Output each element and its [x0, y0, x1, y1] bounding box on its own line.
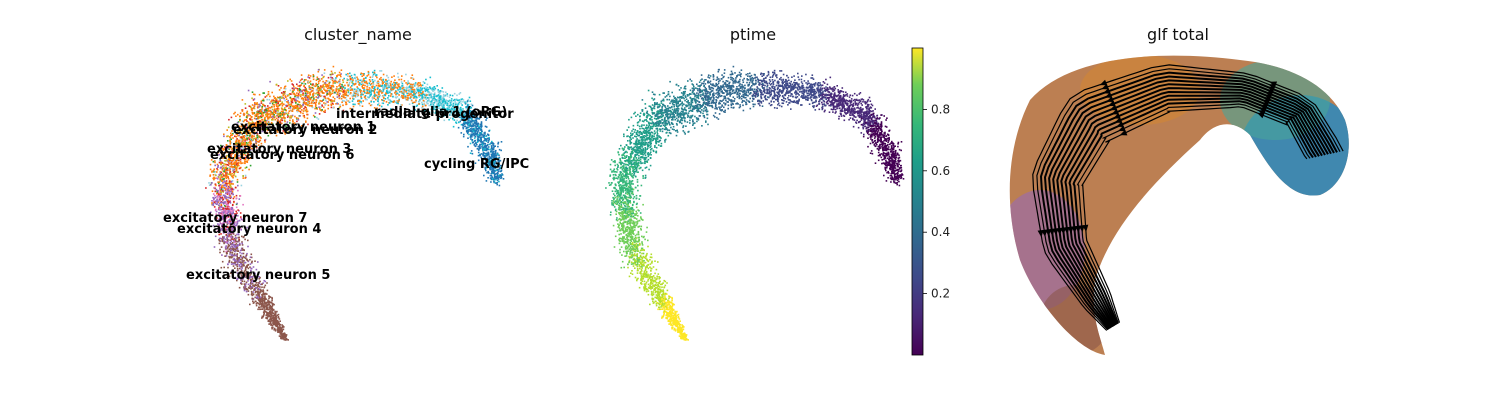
streamline: [1052, 83, 1329, 328]
cluster-label-excitatory-neuron-7: excitatory neuron 7: [163, 211, 307, 226]
streamline-arrow: [1063, 226, 1070, 235]
cluster-points: [205, 65, 505, 341]
cluster-labels: radial glia 1 (oRG) intermediate progeni…: [163, 105, 529, 283]
streamline-arrow: [1106, 96, 1114, 102]
streamline-arrow: [1067, 226, 1074, 234]
streamline-arrow: [1052, 228, 1059, 236]
colorbar-ticks: 0.2 0.4 0.6 0.8: [923, 102, 950, 301]
streamline-arrow: [1119, 129, 1128, 136]
streamline-arrow: [1099, 79, 1108, 86]
panel-cluster-name: cluster_name radial glia 1 (oRG) interme…: [163, 25, 529, 341]
streamline: [1064, 94, 1320, 326]
streamline: [1043, 75, 1335, 330]
cluster-label-cycling-rg-ipc: cycling RG/IPC: [424, 157, 529, 172]
streamline: [1039, 71, 1338, 330]
streamline-arrow: [1111, 108, 1119, 115]
streamline-arrow: [1103, 88, 1111, 94]
colorbar-tick-label: 0.4: [931, 225, 950, 239]
cluster-label-excitatory-neuron-5: excitatory neuron 5: [186, 268, 330, 283]
colorbar: 0.2 0.4 0.6 0.8: [911, 47, 950, 356]
panel-title-glf-total: glf total: [1147, 25, 1209, 44]
streamline-arrow: [1104, 92, 1113, 98]
streamline-arrow: [1082, 224, 1089, 232]
panel-glf-total: glf total: [1009, 25, 1349, 356]
streamline-arrow: [1101, 83, 1109, 90]
streamline-arrow: [1048, 228, 1055, 236]
streamline-arrow: [1114, 117, 1123, 123]
streamline: [1048, 79, 1332, 329]
streamline: [1056, 87, 1326, 328]
colorbar-gradient: [911, 47, 924, 356]
colorbar-tick-label: 0.2: [931, 287, 950, 301]
streamline: [1076, 103, 1311, 324]
streamline: [1060, 90, 1323, 327]
cluster-label-excitatory-neuron-1: excitatory neuron 1: [231, 120, 375, 135]
streamline-arrow: [1071, 225, 1078, 234]
streamline: [1072, 100, 1314, 325]
cluster-label-excitatory-neuron-6: excitatory neuron 6: [210, 148, 354, 163]
streamline-arrow: [1037, 229, 1044, 238]
streamlines: [1032, 64, 1344, 331]
streamline-arrow: [1109, 104, 1118, 111]
colorbar-tick-label: 0.8: [931, 102, 950, 116]
streamline: [1032, 64, 1344, 331]
cluster-label-intermediate-progenitor: intermediate progenitor: [336, 107, 514, 122]
ptime-points: [605, 65, 905, 341]
panel-title-cluster-name: cluster_name: [304, 25, 412, 45]
streamline: [1081, 106, 1308, 323]
streamline-arrow: [1074, 225, 1081, 233]
cluster-label-radial-glia-1: radial glia 1 (oRG): [374, 105, 507, 120]
streamline-arrow: [1116, 121, 1124, 127]
streamline-arrow: [1257, 112, 1265, 119]
streamline-arrow: [1041, 229, 1048, 237]
colorbar-tick-label: 0.6: [931, 164, 950, 178]
streamline: [1036, 68, 1341, 331]
cluster-label-excitatory-neuron-4: excitatory neuron 4: [177, 222, 321, 237]
cluster-label-excitatory-neuron-2: excitatory neuron 2: [233, 123, 377, 138]
streamline-arrow: [1059, 227, 1066, 235]
streamline: [1068, 97, 1317, 326]
streamline-arrow: [1118, 125, 1126, 132]
streamline-arrow: [1078, 225, 1085, 233]
panel-ptime: ptime 0.2 0.4 0.6 0.8: [605, 25, 950, 356]
streamline-arrow: [1056, 227, 1063, 236]
streamline-arrow: [1108, 100, 1116, 107]
streamline-arrow: [1045, 229, 1052, 237]
streamline-arrow: [1113, 113, 1121, 119]
cluster-label-excitatory-neuron-3: excitatory neuron 3: [207, 142, 351, 157]
panel-title-ptime: ptime: [730, 25, 776, 44]
